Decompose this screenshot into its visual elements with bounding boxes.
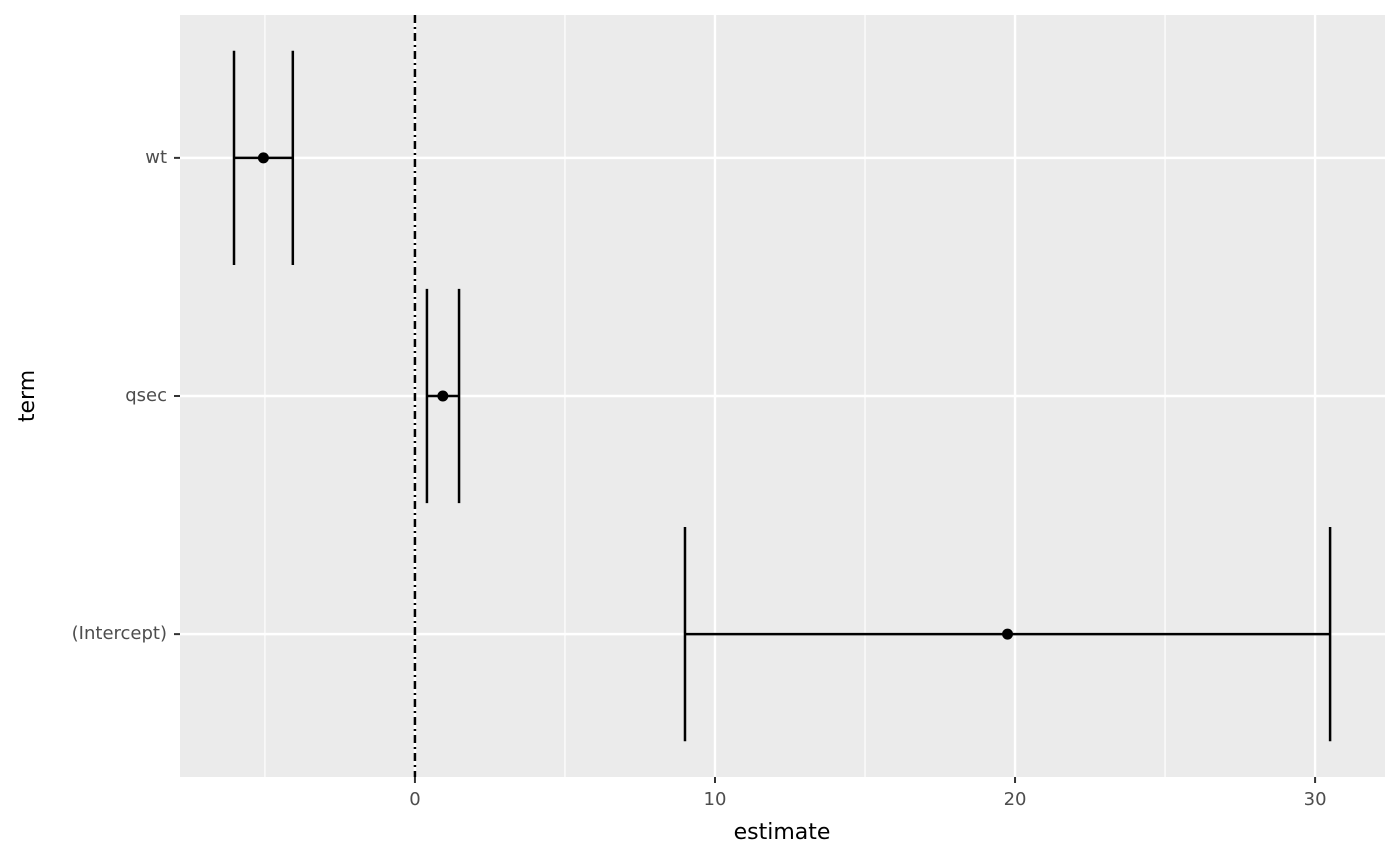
y-tick-label: wt: [145, 147, 167, 168]
x-tick-label: 30: [1304, 789, 1327, 810]
x-tick-label: 20: [1004, 789, 1027, 810]
x-tick-label: 10: [704, 789, 727, 810]
x-tick-label: 0: [409, 789, 420, 810]
point: [437, 390, 449, 402]
x-axis-title: estimate: [734, 820, 831, 845]
y-axis-title: term: [15, 370, 40, 422]
point: [1002, 628, 1014, 640]
y-tick-label: qsec: [125, 385, 167, 406]
y-tick-label: (Intercept): [72, 623, 167, 644]
point: [257, 152, 269, 164]
